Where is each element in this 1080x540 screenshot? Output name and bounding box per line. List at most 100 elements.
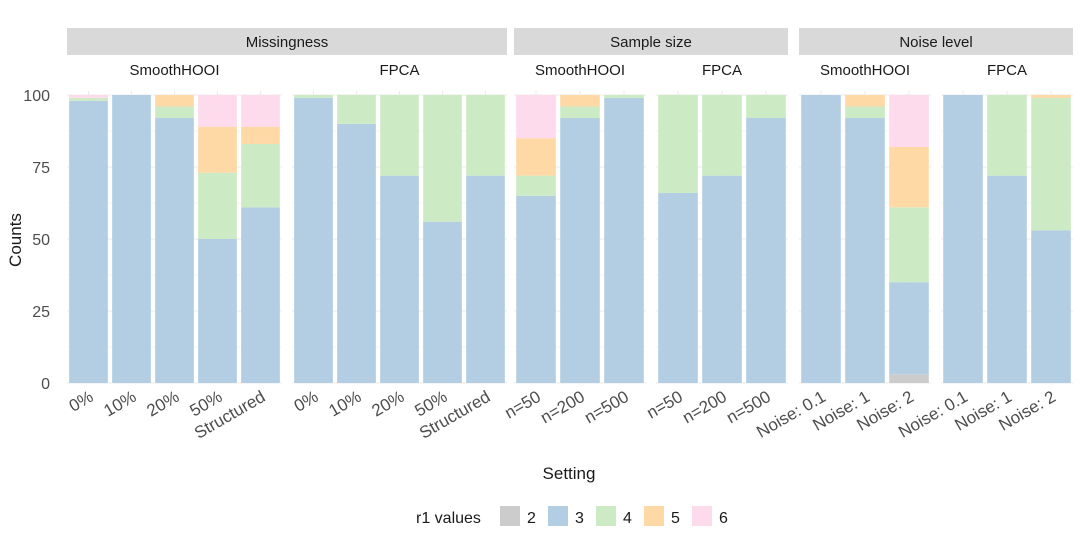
bar-segment-r1-3 xyxy=(801,95,841,383)
bar-segment-r1-4 xyxy=(702,95,742,176)
facet-label: FPCA xyxy=(379,62,419,79)
bar-segment-r1-6 xyxy=(198,95,237,127)
bar-segment-r1-4 xyxy=(380,95,419,176)
x-tick-label: n=50 xyxy=(643,387,686,423)
bar-segment-r1-4 xyxy=(466,95,505,176)
group-strip xyxy=(67,28,507,55)
facet-label: FPCA xyxy=(987,62,1027,79)
bar-segment-r1-3 xyxy=(702,175,742,383)
bar-segment-r1-4 xyxy=(423,95,462,222)
bar-segment-r1-5 xyxy=(889,146,929,208)
y-tick-label: 100 xyxy=(23,88,50,105)
bar-segment-r1-3 xyxy=(845,118,885,383)
group-strip-label: Missingness xyxy=(246,34,329,51)
bar-segment-r1-6 xyxy=(889,95,929,147)
facet-label: SmoothHOOI xyxy=(129,62,219,79)
bar-segment-r1-3 xyxy=(658,192,698,383)
bar-segment-r1-4 xyxy=(845,106,885,119)
bar-segment-r1-4 xyxy=(604,95,644,98)
bar-segment-r1-3 xyxy=(337,123,376,384)
y-axis-label: Counts xyxy=(6,213,25,267)
bar-segment-r1-3 xyxy=(560,118,600,383)
bar-segment-r1-4 xyxy=(987,95,1027,176)
bar-segment-r1-4 xyxy=(516,175,556,196)
x-tick-label: n=50 xyxy=(501,387,544,423)
bar-segment-r1-3 xyxy=(294,97,333,383)
bar-segment-r1-3 xyxy=(241,207,280,383)
bar-segment-r1-4 xyxy=(241,143,280,208)
legend-swatch-2 xyxy=(500,506,520,526)
group-strip xyxy=(514,28,788,55)
x-tick-label: 10% xyxy=(101,387,140,420)
y-tick-label: 0 xyxy=(41,376,50,393)
bar-segment-r1-3 xyxy=(604,97,644,383)
x-tick-label: 10% xyxy=(326,387,365,420)
legend-label-3: 3 xyxy=(575,510,584,527)
bar-segment-r1-5 xyxy=(516,138,556,176)
bar-segment-r1-3 xyxy=(943,95,983,383)
bar-segment-r1-3 xyxy=(466,175,505,383)
bar-segment-r1-3 xyxy=(155,118,194,383)
bar-segment-r1-4 xyxy=(294,95,333,98)
legend-label-2: 2 xyxy=(527,510,536,527)
bar-segment-r1-5 xyxy=(845,95,885,107)
bar-segment-r1-4 xyxy=(155,106,194,119)
bar-segment-r1-4 xyxy=(1031,97,1071,231)
x-tick-label: n=200 xyxy=(537,387,588,427)
bar-segment-r1-6 xyxy=(241,95,280,127)
x-tick-label: 0% xyxy=(66,387,97,416)
y-tick-label: 25 xyxy=(32,304,50,321)
facet-label: SmoothHOOI xyxy=(820,62,910,79)
x-axis-label: Setting xyxy=(543,464,596,483)
bar-segment-r1-4 xyxy=(658,95,698,193)
bar-segment-r1-4 xyxy=(69,97,108,101)
legend-label-6: 6 xyxy=(719,510,728,527)
bar-segment-r1-4 xyxy=(560,106,600,119)
bar-segment-r1-6 xyxy=(69,95,108,98)
legend: r1 values 2 3 4 5 6 xyxy=(416,506,728,527)
bar-segment-r1-3 xyxy=(987,175,1027,383)
legend-swatch-4 xyxy=(596,506,616,526)
facet-label: SmoothHOOI xyxy=(535,62,625,79)
bar-segment-r1-5 xyxy=(241,126,280,144)
bar-segment-r1-4 xyxy=(889,207,929,283)
bar-segment-r1-3 xyxy=(746,118,786,383)
bar-segment-r1-5 xyxy=(560,95,600,107)
bar-segment-r1-3 xyxy=(112,95,151,383)
legend-label-5: 5 xyxy=(671,510,680,527)
bar-segment-r1-3 xyxy=(1031,230,1071,383)
bar-segment-r1-3 xyxy=(380,175,419,383)
bar-segment-r1-5 xyxy=(1031,95,1071,98)
y-tick-label: 50 xyxy=(32,232,50,249)
bar-segment-r1-5 xyxy=(198,126,237,173)
bar-segment-r1-6 xyxy=(516,95,556,139)
x-tick-label: 0% xyxy=(291,387,322,416)
bar-segment-r1-3 xyxy=(69,100,108,383)
bar-segment-r1-4 xyxy=(337,95,376,124)
x-tick-label: 20% xyxy=(144,387,183,420)
bar-segment-r1-4 xyxy=(746,95,786,119)
bar-segment-r1-3 xyxy=(516,195,556,383)
bar-segment-r1-5 xyxy=(155,95,194,107)
group-strip-label: Noise level xyxy=(899,34,972,51)
facet-label: FPCA xyxy=(702,62,742,79)
y-tick-label: 75 xyxy=(32,160,50,177)
x-tick-label: n=500 xyxy=(581,387,632,427)
legend-swatch-5 xyxy=(644,506,664,526)
bar-segment-r1-3 xyxy=(889,282,929,375)
group-strip-label: Sample size xyxy=(610,34,692,51)
bar-segment-r1-3 xyxy=(198,239,237,383)
x-tick-label: 20% xyxy=(369,387,408,420)
legend-label-4: 4 xyxy=(623,510,632,527)
legend-title: r1 values xyxy=(416,510,481,527)
legend-swatch-3 xyxy=(548,506,568,526)
bar-segment-r1-3 xyxy=(423,221,462,383)
bar-segment-r1-4 xyxy=(198,172,237,239)
